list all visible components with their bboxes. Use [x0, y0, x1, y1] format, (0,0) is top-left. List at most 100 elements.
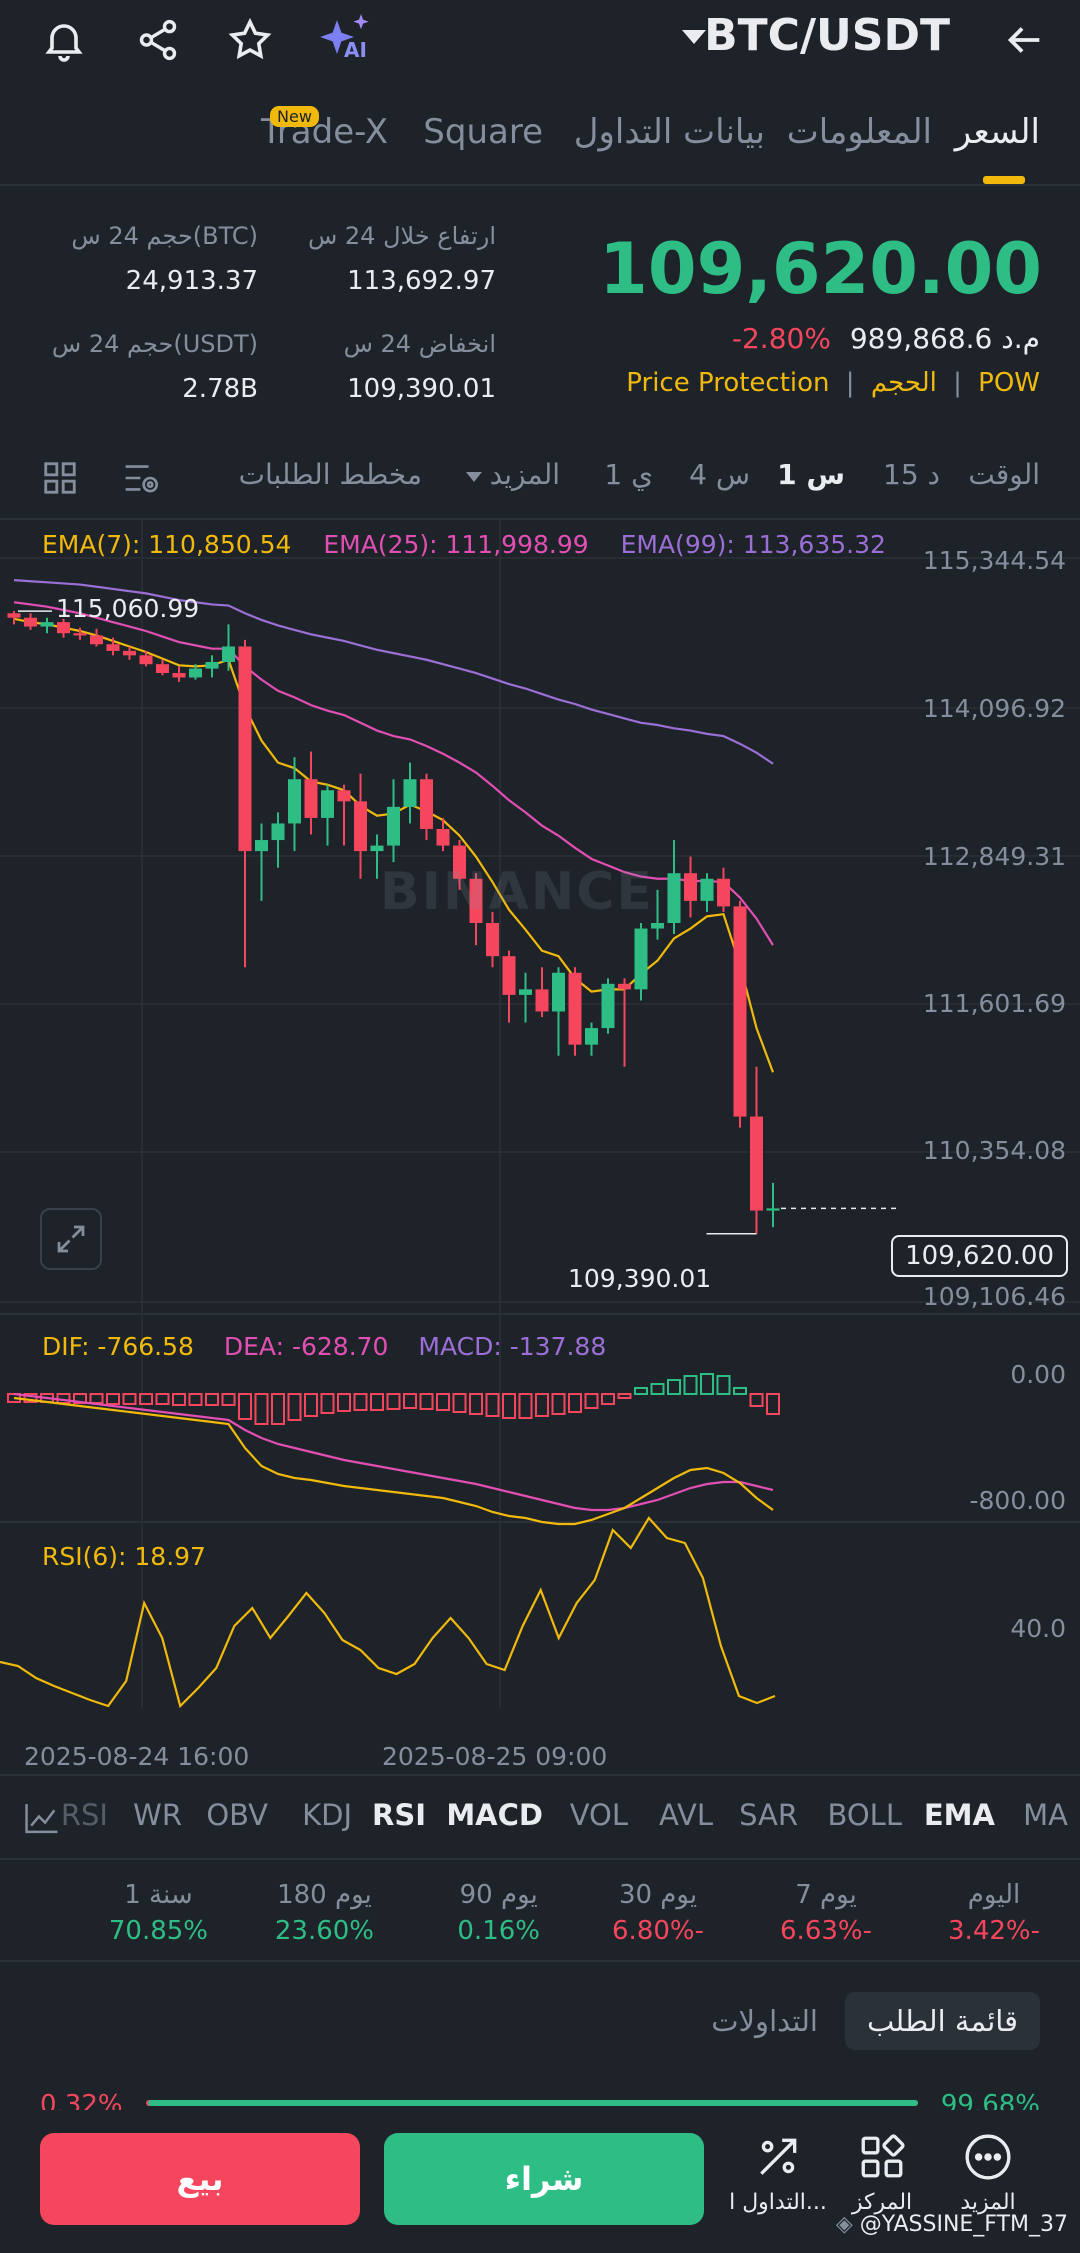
top-bar: AI BTC/USDT — [0, 0, 1080, 80]
y-axis-label: 110,354.08 — [922, 1136, 1066, 1165]
active-tab-indicator — [983, 176, 1025, 184]
tag-price-protection[interactable]: Price Protection — [626, 368, 830, 398]
candle-body — [40, 622, 54, 627]
indicator-divider — [0, 1858, 1080, 1860]
macd-histogram-bar — [518, 1393, 533, 1419]
tab-info[interactable]: المعلومات — [786, 112, 932, 152]
perf-label: 30 يوم — [618, 1880, 698, 1910]
indicator-tab-sar[interactable]: SAR — [739, 1798, 798, 1832]
indicator-tab-avl[interactable]: AVL — [659, 1798, 713, 1832]
macd-histogram-bar — [320, 1393, 335, 1414]
indicator-tab-boll[interactable]: BOLL — [827, 1798, 902, 1832]
y-axis-label: 111,601.69 — [922, 989, 1066, 1018]
indicator-tab-ma[interactable]: MA — [1023, 1798, 1068, 1832]
candle-body — [7, 613, 21, 618]
low-price-marker: 109,390.01 — [568, 1264, 712, 1293]
indicator-tab-vol[interactable]: VOL — [569, 1798, 628, 1832]
tab-price[interactable]: السعر — [954, 112, 1040, 152]
candle-body — [156, 664, 169, 674]
macd-histogram-bar — [370, 1393, 384, 1411]
tag-pow[interactable]: POW — [978, 368, 1040, 398]
macd-histogram-bar — [766, 1393, 780, 1415]
back-arrow-icon[interactable] — [994, 10, 1054, 70]
candle-body — [502, 956, 516, 995]
candle-body — [700, 878, 714, 901]
share-icon[interactable] — [128, 10, 188, 70]
candle-body — [469, 878, 483, 923]
perf-today: اليوم 3.42%- — [948, 1880, 1040, 1946]
candle-body — [222, 646, 235, 662]
perf-value: 70.85% — [108, 1916, 208, 1946]
perf-value: 3.42%- — [948, 1916, 1040, 1946]
rsi-axis-label: 40.0 — [1010, 1614, 1066, 1643]
expand-icon — [57, 1225, 85, 1253]
stat-vol-btc-label: حجم 24 س(BTC) — [71, 222, 258, 250]
nav-position[interactable]: المركز — [832, 2132, 932, 2215]
timeframe-1h[interactable]: 1 س — [777, 458, 845, 491]
perf-label: 1 سنة — [124, 1880, 193, 1910]
nav-trade[interactable]: التداول ا... — [728, 2132, 828, 2215]
stat-high-value: 113,692.97 — [347, 266, 496, 296]
indicator-tab-rsi[interactable]: RSI — [371, 1798, 426, 1832]
perf-value: 6.80%- — [612, 1916, 704, 1946]
candle-body — [321, 790, 334, 818]
indicator-tab-rsi-2[interactable]: RSI — [60, 1798, 108, 1832]
nav-more[interactable]: المزيد — [938, 2132, 1038, 2215]
chart-settings-icon[interactable] — [118, 456, 166, 500]
depth-chart-tab[interactable]: مخطط الطلبات — [238, 458, 422, 491]
timeframe-more[interactable]: المزيد — [489, 458, 560, 491]
macd-histogram-bar — [469, 1393, 483, 1415]
timeframe-15m[interactable]: 15 د — [883, 458, 940, 491]
layout-grid-icon[interactable] — [38, 456, 82, 500]
candle-body — [684, 873, 697, 901]
indicator-tab-kdj[interactable]: KDJ — [302, 1798, 352, 1832]
tab-trading-data[interactable]: بيانات التداول — [573, 112, 765, 152]
candlestick-chart[interactable] — [0, 518, 1080, 1772]
indicator-tab-obv[interactable]: OBV — [206, 1798, 268, 1832]
nav-label: التداول ا... — [729, 2190, 827, 2215]
pair-dropdown-caret[interactable] — [682, 30, 706, 44]
sell-button[interactable]: بيع — [40, 2133, 360, 2225]
perf-divider — [0, 1960, 1080, 1962]
candle-body — [106, 644, 120, 651]
star-icon[interactable] — [220, 10, 280, 70]
y-axis-label: 115,344.54 — [922, 546, 1066, 575]
ema25-line — [13, 601, 774, 946]
buy-button[interactable]: شراء — [384, 2133, 704, 2225]
tab-order-book[interactable]: قائمة الطلب — [844, 1992, 1040, 2050]
perf-value: 23.60% — [274, 1916, 374, 1946]
indicator-tab-wr[interactable]: WR — [133, 1798, 182, 1832]
grid-icon — [861, 2134, 905, 2178]
y-axis-label: 112,849.31 — [922, 842, 1066, 871]
ai-sparkle-icon[interactable]: AI — [314, 10, 380, 70]
timeframe-1d[interactable]: 1 ي — [604, 458, 653, 491]
buy-ratio-fill — [148, 2100, 918, 2106]
tag-volume[interactable]: الحجم — [870, 368, 937, 398]
dea-value: DEA: -628.70 — [223, 1332, 389, 1361]
candle-body — [255, 840, 268, 852]
bell-icon[interactable] — [34, 10, 94, 70]
perf-label: اليوم — [967, 1880, 1021, 1910]
macd-histogram-bar — [139, 1393, 153, 1405]
macd-histogram-bar — [337, 1393, 351, 1412]
indicator-tab-ema[interactable]: EMA — [923, 1798, 995, 1832]
indicator-chart-icon[interactable] — [20, 1798, 64, 1838]
expand-chart-button[interactable] — [40, 1208, 102, 1270]
macd-legend: DIF: -766.58 DEA: -628.70 MACD: -137.88 — [42, 1332, 606, 1361]
dif-line — [13, 1396, 774, 1526]
tab-trades[interactable]: التداولات — [711, 2004, 818, 2038]
pair-title[interactable]: BTC/USDT — [704, 10, 950, 61]
timeframe-4h[interactable]: 4 س — [689, 458, 750, 491]
tabs-divider — [0, 184, 1080, 186]
tag-row: Price Protection | الحجم | POW — [626, 368, 1040, 398]
binance-watermark: BINANCE — [380, 862, 654, 922]
macd-histogram-bar — [386, 1393, 401, 1410]
tab-square[interactable]: Square — [423, 112, 543, 152]
macd-histogram-bar — [436, 1393, 450, 1411]
local-currency: م.د — [1001, 322, 1040, 355]
candle-body — [436, 828, 450, 846]
candle-body — [123, 650, 136, 656]
candle-body — [57, 622, 70, 634]
toolbar-divider — [0, 518, 1080, 520]
indicator-tab-macd[interactable]: MACD — [446, 1798, 543, 1832]
